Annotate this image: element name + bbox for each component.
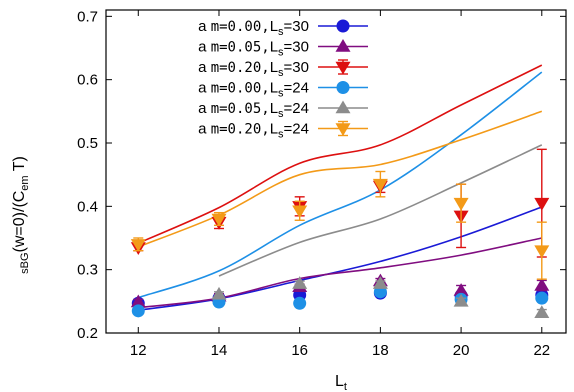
axis-ticks: 12 14 16 18 20 22 0.2 0.3 0.4 0.5 0.6 0.7 [77,8,566,359]
legend-entry: a m=0.00,Ls=24 [198,80,368,100]
data-point [131,304,145,318]
x-tick-label: 12 [130,342,147,359]
data-point [293,296,307,310]
data-point [130,239,146,252]
x-tick-label: 14 [211,342,228,359]
legend-entry: a m=0.00,Ls=30 [198,18,368,38]
legend: a m=0.00,Ls=30a m=0.05,Ls=30a m=0.20,Ls=… [198,18,368,141]
legend-entry: a m=0.05,Ls=30 [198,39,368,59]
legend-label: a m=0.05,Ls=24 [198,100,309,120]
y-tick-label: 0.7 [77,8,98,25]
legend-label: a m=0.20,Ls=24 [198,121,309,141]
legend-swatch-marker [335,100,351,114]
y-tick-label: 0.2 [77,325,98,342]
data-point [211,213,227,227]
plot-frame [105,9,567,334]
series-5-points [130,170,550,280]
y-tick-label: 0.4 [77,198,98,215]
legend-label: a m=0.00,Ls=24 [198,80,309,100]
series-2-points [130,148,550,258]
legend-label: a m=0.05,Ls=30 [198,39,309,59]
series-0-points [131,286,549,310]
y-tick-label: 0.5 [77,135,98,152]
data-points [130,148,550,318]
data-point [130,294,146,308]
y-tick-label: 0.6 [77,72,98,89]
series-3-curve [138,71,543,299]
data-point [534,197,550,211]
legend-entry: a m=0.05,Ls=24 [198,100,368,120]
data-point [372,276,388,289]
y-axis-label: sBG(w=0)/(Cem T) [11,156,31,274]
series-5-curve [138,110,543,248]
y-tick-label: 0.3 [77,262,98,279]
data-point [534,245,550,259]
data-point [372,178,388,192]
x-tick-label: 18 [372,342,389,359]
data-point [292,205,308,219]
legend-swatch-marker [335,39,351,52]
data-point [453,283,469,296]
data-point [534,305,550,318]
legend-swatch-marker [336,19,350,33]
data-point [535,291,549,305]
series-4-points [211,276,550,318]
series-1-curve [138,237,542,309]
legend-label: a m=0.00,Ls=30 [198,18,309,38]
series-4-curve [218,144,543,277]
legend-label: a m=0.20,Ls=30 [198,59,309,79]
fit-curves [137,64,543,311]
data-point [211,286,227,300]
x-tick-label: 16 [291,342,308,359]
data-point [453,197,469,211]
x-tick-label: 20 [453,342,470,359]
legend-entry: a m=0.20,Ls=30 [198,59,368,79]
legend-swatch-marker [336,81,350,94]
legend-entry: a m=0.20,Ls=24 [198,121,368,141]
x-tick-label: 22 [533,342,550,359]
series-2-curve [137,64,543,244]
x-axis-label: Lt [335,373,347,392]
data-point [453,293,469,307]
series-0-curve [138,206,543,311]
data-point [292,276,308,289]
data-point [534,278,550,291]
